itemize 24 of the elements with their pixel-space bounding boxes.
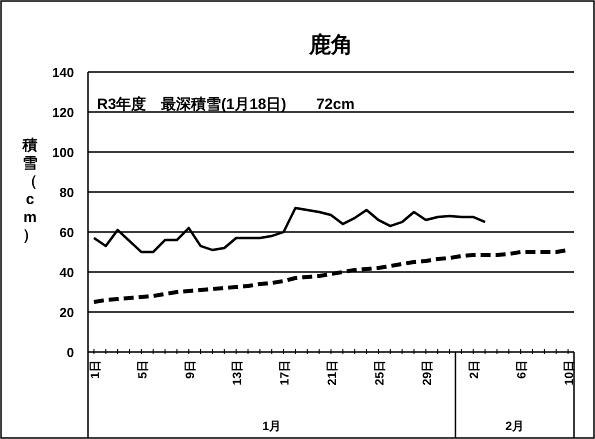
x-tick-label: 5日 [135, 360, 150, 379]
chart-title: 鹿角 [308, 32, 353, 57]
y-tick-label: 40 [60, 265, 74, 280]
x-tick-label: 13日 [230, 360, 244, 386]
x-tick-label: 9日 [182, 360, 197, 379]
y-tick-label: 140 [52, 65, 74, 80]
annotation: R3年度 最深積雪(1月18日) 72cm [97, 95, 355, 113]
y-tick-label: 100 [52, 145, 74, 160]
x-tick-label: 10日 [562, 360, 576, 386]
x-tick-label: 17日 [278, 360, 292, 386]
text: 2月 [505, 419, 524, 433]
x-tick-label: 2日 [467, 360, 482, 379]
x-tick-label: 6日 [514, 360, 529, 379]
y-tick-label: 120 [52, 105, 74, 120]
y-tick-label: 60 [60, 225, 74, 240]
x-tick-label: 25日 [372, 360, 386, 386]
x-tick-label: 1日 [88, 360, 102, 379]
x-tick-label: 29日 [420, 360, 434, 386]
y-tick-label: 0 [66, 345, 74, 360]
x-tick-label: 21日 [325, 360, 339, 386]
y-axis-title: 積雪（cm） [22, 137, 38, 244]
y-tick-label: 80 [60, 185, 74, 200]
text: 1月 [262, 419, 282, 433]
y-tick-label: 20 [60, 305, 74, 320]
